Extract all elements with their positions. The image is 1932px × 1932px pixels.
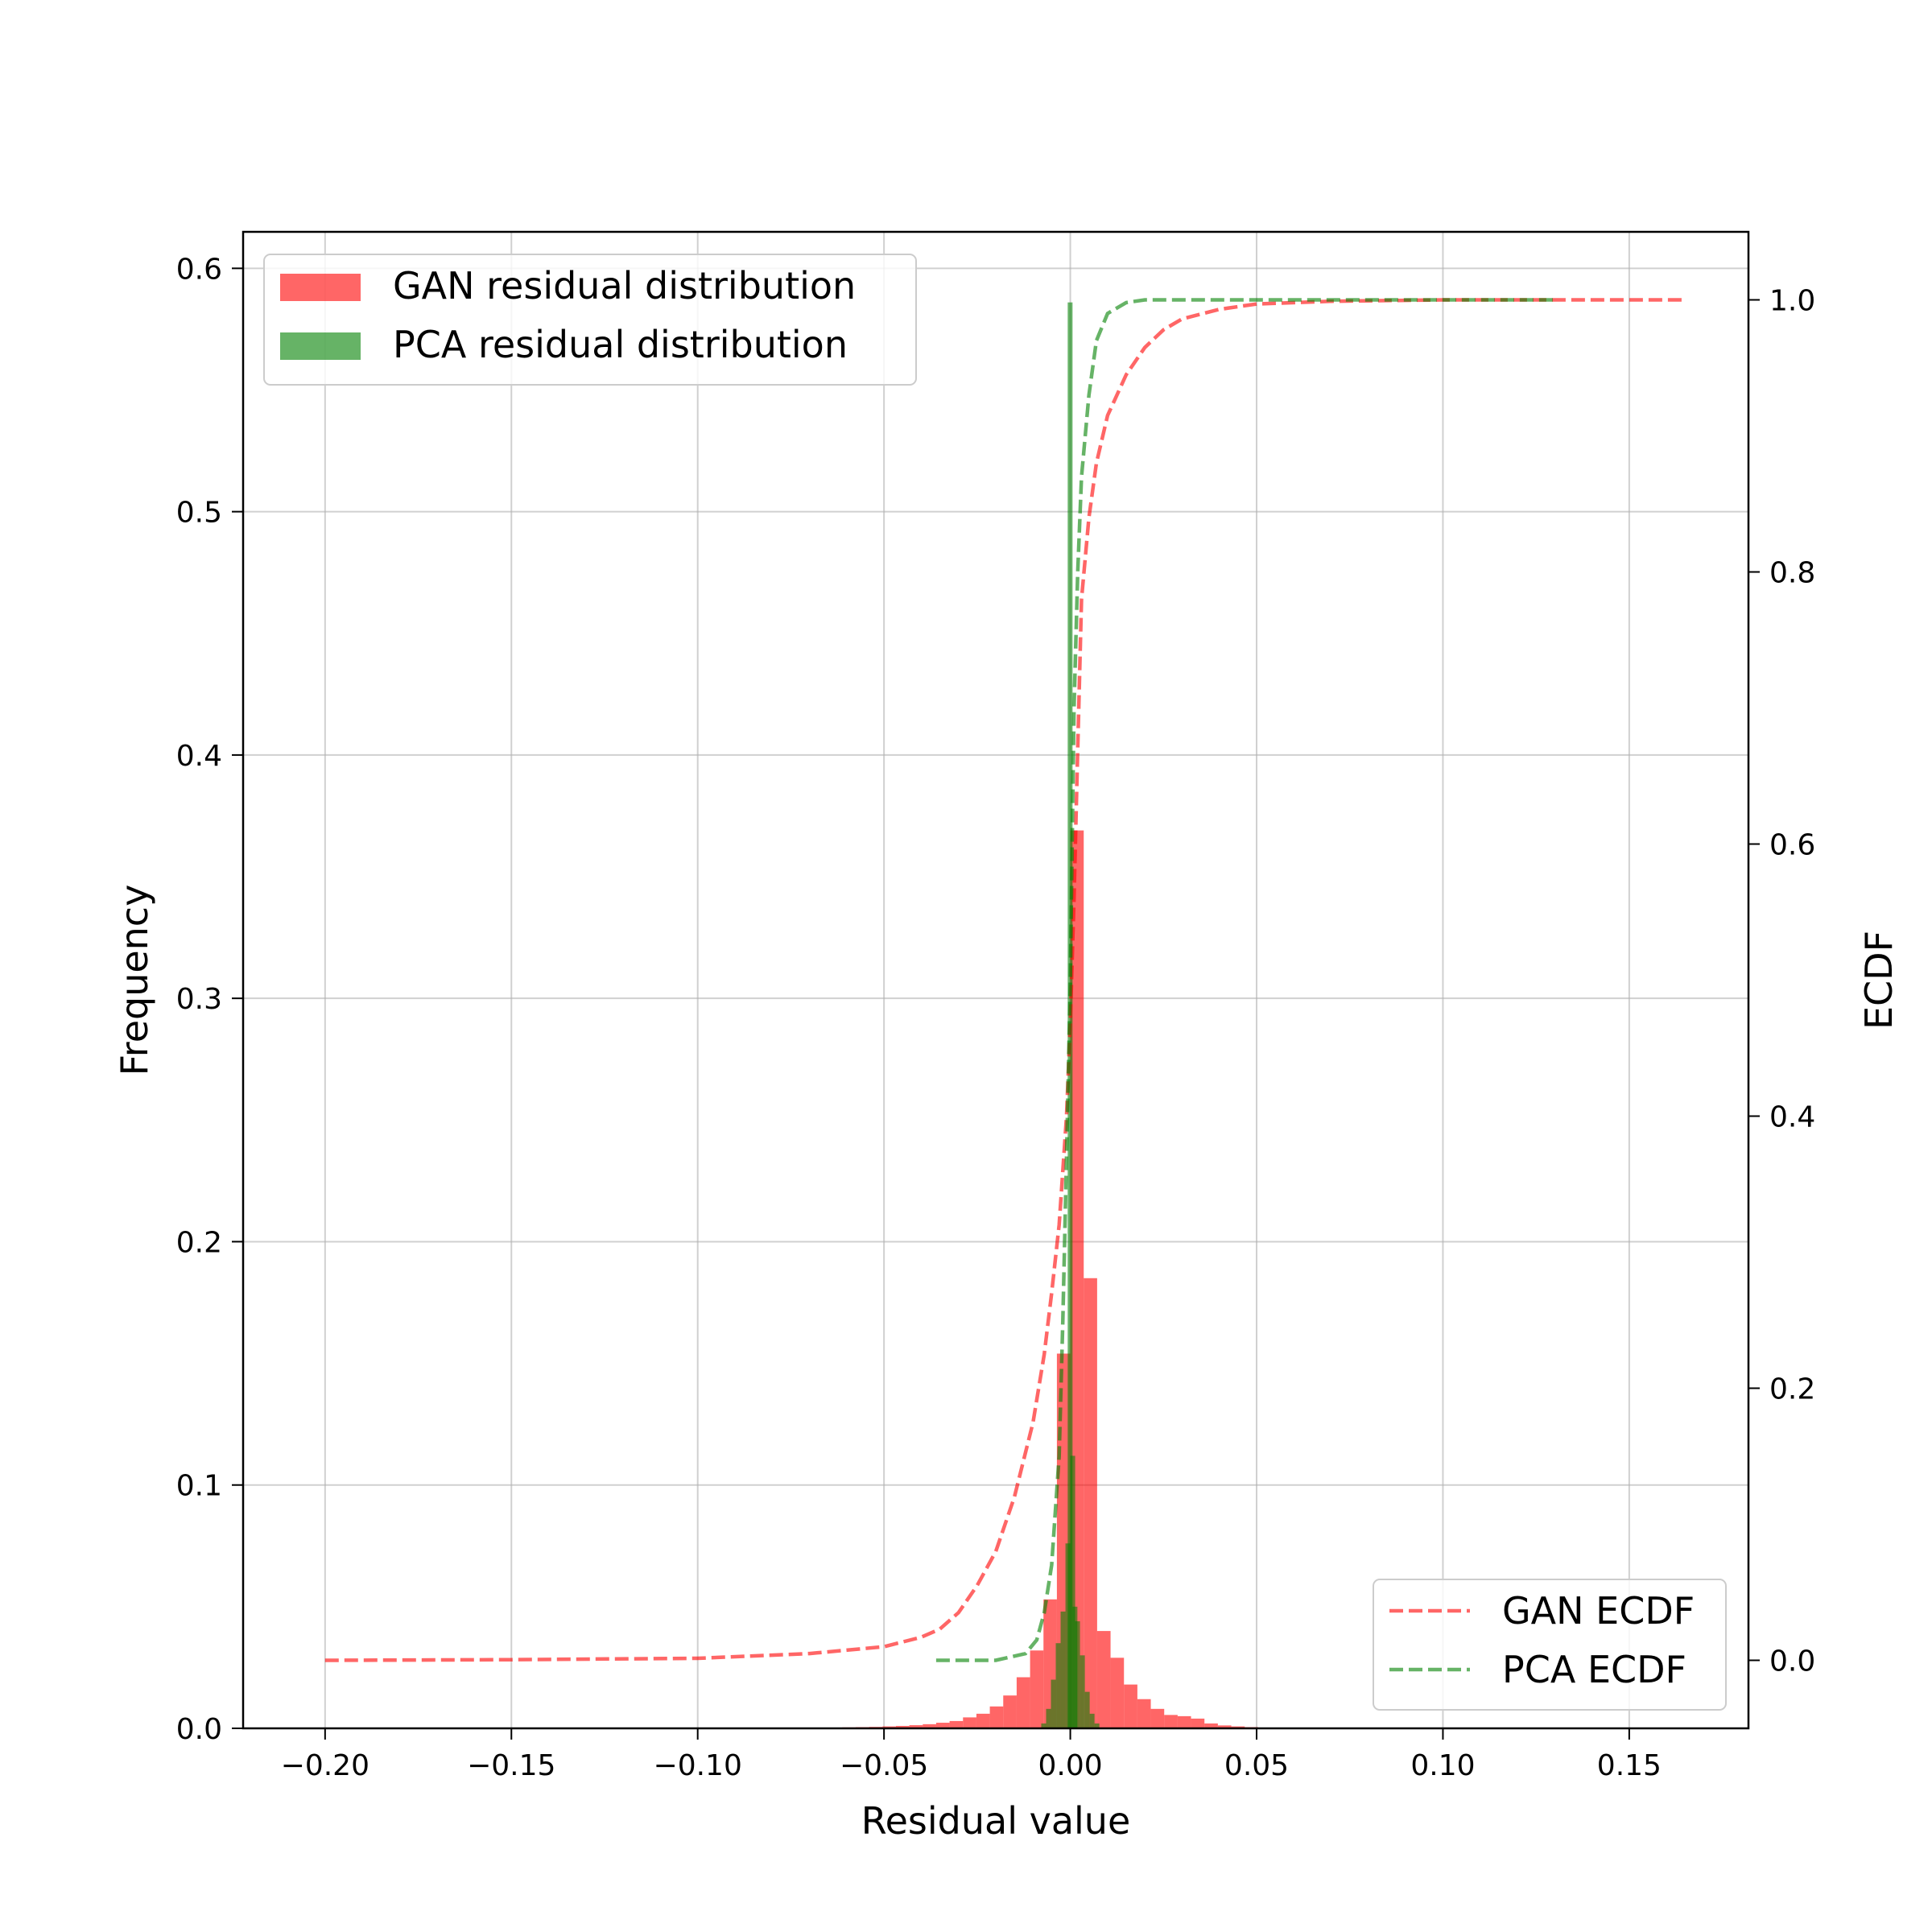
axis-ticks: −0.20 −0.15 −0.10 −0.05 0.00 0.05 0.10 0.15 0.0 0… xyxy=(176,253,1816,1782)
x-tick-label: 0.05 xyxy=(1224,1749,1289,1782)
x-axis-title: Residual value xyxy=(861,1799,1131,1843)
pca-histogram-bar xyxy=(1075,1620,1080,1728)
gan-histogram-bar xyxy=(989,1706,1004,1728)
legend-label-gan-distribution: GAN residual distribution xyxy=(393,264,856,308)
legend-label-gan-ecdf: GAN ECDF xyxy=(1502,1589,1695,1633)
legend-ecdf: GAN ECDF PCA ECDF xyxy=(1373,1579,1727,1711)
pca-histogram-bar xyxy=(1094,1723,1100,1728)
pca-histogram-bar xyxy=(1041,1723,1046,1728)
pca-histogram-bar xyxy=(1084,1691,1090,1728)
gan-histogram-bar xyxy=(923,1724,936,1728)
x-tick-label: 0.15 xyxy=(1597,1749,1662,1782)
x-tick-label: −0.15 xyxy=(467,1749,555,1782)
gan-histogram-bar xyxy=(895,1725,910,1728)
y2-axis-title: ECDF xyxy=(1857,931,1901,1030)
pca-histogram-bar xyxy=(1080,1655,1085,1728)
y2-tick-label: 0.8 xyxy=(1769,557,1815,590)
gan-histogram-bar xyxy=(909,1725,923,1728)
y2-tick-label: 0.6 xyxy=(1769,829,1815,862)
gan-histogram-bar xyxy=(1096,1631,1111,1728)
y-tick-label: 0.4 xyxy=(176,740,222,773)
x-tick-label: −0.20 xyxy=(281,1749,369,1782)
y2-tick-label: 0.0 xyxy=(1769,1645,1815,1678)
gan-histogram-bar xyxy=(1016,1677,1030,1728)
x-tick-label: −0.05 xyxy=(840,1749,928,1782)
y2-tick-label: 0.4 xyxy=(1769,1101,1815,1134)
pca-histogram-bar xyxy=(1089,1713,1095,1728)
y-tick-label: 0.1 xyxy=(176,1470,222,1503)
gan-histogram-bar xyxy=(1137,1699,1151,1728)
gan-histogram-bar xyxy=(935,1723,950,1728)
legend-swatch-gan xyxy=(280,274,361,301)
legend-label-pca-ecdf: PCA ECDF xyxy=(1502,1648,1686,1691)
x-tick-label: 0.10 xyxy=(1410,1749,1475,1782)
pca-ecdf-line xyxy=(935,298,1555,1662)
gan-histogram-bar xyxy=(1124,1684,1137,1728)
y-tick-label: 0.5 xyxy=(176,497,222,530)
pca-histogram-bar xyxy=(1051,1679,1056,1728)
gan-histogram-bar xyxy=(1191,1718,1205,1728)
pca-histogram-bar xyxy=(1046,1708,1051,1728)
y2-tick-label: 1.0 xyxy=(1769,285,1815,318)
gan-histogram-bar xyxy=(1164,1715,1178,1728)
y-tick-label: 0.0 xyxy=(176,1713,222,1746)
plot-frame xyxy=(242,230,1750,1730)
x-tick-label: 0.00 xyxy=(1038,1749,1102,1782)
gan-histogram-bar xyxy=(1204,1723,1218,1728)
x-tick-label: −0.10 xyxy=(654,1749,742,1782)
gan-ecdf-line xyxy=(324,298,1686,1662)
pca-histogram-bar xyxy=(1055,1643,1061,1728)
gan-histogram-bar xyxy=(1030,1650,1044,1728)
y2-tick-label: 0.2 xyxy=(1769,1373,1815,1406)
legend-box xyxy=(263,254,917,386)
gan-histogram-bar xyxy=(963,1717,976,1728)
gan-histogram-bar xyxy=(1150,1708,1165,1728)
legend-histograms: GAN residual distribution PCA residual d… xyxy=(263,254,917,386)
gan-histogram-bar xyxy=(1084,1278,1097,1728)
legend-label-pca-distribution: PCA residual distribution xyxy=(393,323,848,366)
y-tick-label: 0.6 xyxy=(176,253,222,286)
pca-histogram-bar xyxy=(1070,1455,1075,1728)
gan-histogram-bar xyxy=(976,1713,990,1728)
legend-box xyxy=(1373,1579,1727,1711)
gan-histogram-bar xyxy=(1177,1715,1191,1728)
y-tick-label: 0.3 xyxy=(176,983,222,1016)
y-axis-title: Frequency xyxy=(113,885,156,1076)
ecdf-lines xyxy=(324,298,1686,1662)
legend-swatch-pca xyxy=(280,332,361,360)
gan-histogram-bar xyxy=(1110,1657,1125,1728)
gan-histogram-bar xyxy=(1003,1695,1017,1728)
pca-histogram-bar xyxy=(1060,1611,1066,1728)
gan-histogram-bar xyxy=(1217,1725,1232,1728)
pca-histogram-bar xyxy=(1072,1606,1078,1728)
gan-histogram-bar xyxy=(949,1720,964,1728)
y-tick-label: 0.2 xyxy=(176,1226,222,1259)
